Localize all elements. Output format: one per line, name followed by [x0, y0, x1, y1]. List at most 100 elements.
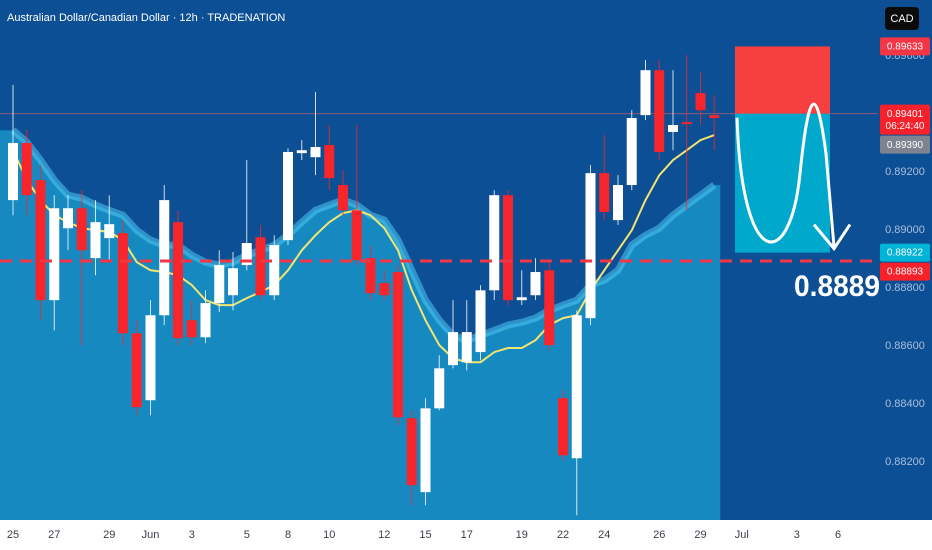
plot-area: 0.8889 [0, 46, 880, 520]
y-tick-label: 0.88400 [885, 398, 925, 410]
candle-body [681, 122, 692, 125]
y-tick-label: 0.88200 [885, 456, 925, 468]
price-label: 0.89390 [887, 140, 924, 151]
price-label: 0.89633 [887, 42, 924, 53]
currency-label[interactable]: CAD [890, 13, 913, 25]
candle-body [338, 185, 348, 211]
y-tick-label: 0.89200 [885, 166, 925, 178]
candle-body [186, 320, 197, 338]
x-tick-label: 27 [48, 529, 60, 541]
currency-button[interactable] [885, 7, 919, 30]
candle-body [241, 243, 252, 266]
candle-body [558, 398, 568, 456]
candle-body [393, 272, 403, 418]
candle-body [228, 268, 238, 296]
price-label-box [880, 243, 930, 262]
countdown: 06:24:40 [886, 121, 925, 132]
candle-body [544, 270, 555, 346]
x-tick-label: Jun [142, 529, 160, 541]
price-label-box [880, 37, 930, 56]
y-tick-label: 0.88600 [885, 340, 925, 352]
y-tick-label: 0.88800 [885, 282, 925, 294]
candle-body [626, 118, 637, 186]
x-axis-bar [0, 520, 932, 550]
x-tick-label: 10 [323, 529, 335, 541]
x-tick-label: 29 [103, 529, 115, 541]
candle-body [475, 290, 486, 353]
target-zone [735, 113, 830, 253]
price-label: 0.89401 [887, 109, 924, 120]
candle-body [599, 173, 610, 213]
candle-body [448, 332, 458, 366]
candle-body [131, 333, 142, 408]
candle-body [640, 70, 651, 116]
candle-body [530, 272, 541, 296]
candle-body [420, 408, 431, 493]
candle-body [571, 315, 582, 459]
moving-average [12, 134, 715, 364]
price-label-box [880, 104, 930, 135]
candle-body [173, 222, 183, 339]
candle-body [21, 142, 32, 196]
price-label-box [880, 135, 930, 154]
x-tick-label: 12 [378, 529, 390, 541]
stop-zone [735, 46, 830, 114]
candle-body [695, 93, 706, 111]
candle-body [709, 115, 720, 119]
candle-body [76, 208, 87, 251]
candle-body [324, 145, 335, 179]
x-tick-label: 26 [653, 529, 665, 541]
candle-body [283, 151, 293, 241]
candle-body [159, 200, 170, 316]
price-label-box [880, 262, 930, 281]
candle-body [214, 265, 225, 304]
candle-body [145, 315, 156, 401]
candle-body [296, 150, 307, 154]
band-area [0, 130, 721, 520]
candle-body [654, 70, 665, 152]
candle-body [489, 195, 500, 291]
candle-body [104, 224, 115, 239]
candle-body [63, 208, 73, 229]
x-tick-label: 8 [285, 529, 291, 541]
band-line [10, 127, 717, 344]
x-tick-label: 19 [516, 529, 528, 541]
candle-body [310, 147, 321, 158]
x-tick-label: 24 [598, 529, 610, 541]
candle-body [351, 210, 362, 261]
candle-body [585, 173, 596, 319]
y-tick-label: 0.89000 [885, 224, 925, 236]
candle-body [516, 297, 527, 301]
chart-title: Australian Dollar/Canadian Dollar · 12h … [7, 12, 285, 24]
candle-body [49, 208, 60, 301]
x-tick-label: 3 [794, 529, 800, 541]
candle-body [118, 233, 128, 334]
candle-body [668, 124, 678, 132]
candle-body [379, 283, 390, 296]
x-tick-label: 22 [557, 529, 569, 541]
annotation: 0.8889 [794, 270, 880, 303]
candle-body [365, 258, 376, 294]
candle-body [255, 237, 266, 296]
arrow-head [812, 223, 852, 252]
candle-body [613, 185, 623, 221]
candle-body [90, 222, 101, 259]
x-tick-label: 5 [244, 529, 250, 541]
x-tick-label: 15 [419, 529, 431, 541]
x-tick-label: 25 [7, 529, 19, 541]
candle-body [503, 195, 513, 301]
candle-body [8, 142, 18, 201]
x-tick-label: 6 [835, 529, 841, 541]
x-tick-label: 29 [694, 529, 706, 541]
candle-body [406, 418, 417, 486]
candle-body [269, 245, 280, 296]
x-tick-label: Jul [735, 529, 749, 541]
candle-body [200, 303, 211, 338]
candle-body [35, 180, 46, 301]
x-tick-label: 17 [461, 529, 473, 541]
candle-body [434, 368, 445, 409]
x-tick-label: 3 [189, 529, 195, 541]
candle-body [461, 332, 472, 363]
price-label: 0.88922 [887, 248, 924, 259]
